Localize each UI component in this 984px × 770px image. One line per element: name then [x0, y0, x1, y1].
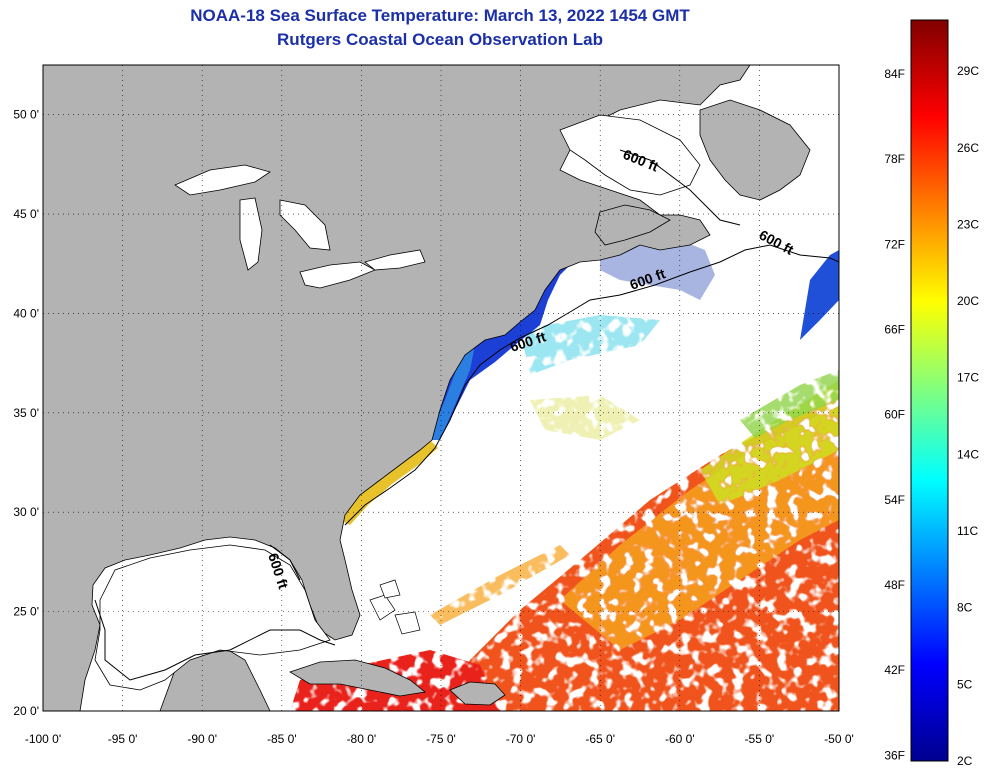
latitude-tick-label: 40 0'	[13, 306, 39, 320]
latitude-tick-label: 50 0'	[13, 108, 39, 122]
latitude-tick-label: 20 0'	[13, 704, 39, 718]
latitude-tick-label: 25 0'	[13, 605, 39, 619]
longitude-tick-label: -70 0'	[506, 732, 536, 746]
land-nova-scotia	[594, 204, 671, 246]
fahrenheit-label: 54F	[884, 493, 905, 507]
celsius-label: 11C	[957, 524, 978, 538]
fahrenheit-label: 84F	[884, 67, 905, 81]
map-frame	[42, 64, 840, 712]
celsius-label: 5C	[957, 677, 973, 691]
map-title: NOAA-18 Sea Surface Temperature: March 1…	[190, 6, 690, 25]
latitude-tick-label: 35 0'	[13, 406, 39, 420]
fahrenheit-label: 78F	[884, 152, 905, 166]
longitude-tick-label: -90 0'	[187, 732, 217, 746]
longitude-tick-label: -80 0'	[347, 732, 377, 746]
great-lakes	[174, 164, 426, 289]
fahrenheit-label: 66F	[884, 322, 905, 336]
sst-midatlantic-cool	[428, 345, 475, 440]
sst-scattered-cyan	[520, 315, 660, 375]
latitude-tick-label: 30 0'	[13, 505, 39, 519]
longitude-tick-label: -85 0'	[267, 732, 297, 746]
sst-scattered-yellow	[530, 395, 640, 440]
celsius-label: 8C	[957, 601, 973, 615]
celsius-label: 14C	[957, 447, 979, 461]
bahamas-outlines	[369, 579, 421, 635]
celsius-labels: 29C 26C 23C 20C 17C 14C 11C 8C 5C 2C	[957, 64, 979, 768]
longitude-tick-label: -65 0'	[585, 732, 615, 746]
longitude-tick-label: -55 0'	[745, 732, 775, 746]
fahrenheit-label: 60F	[884, 408, 905, 422]
celsius-label: 23C	[957, 217, 979, 231]
longitude-tick-label: -95 0'	[108, 732, 138, 746]
longitude-tick-label: -60 0'	[665, 732, 695, 746]
fahrenheit-labels: 84F 78F 72F 66F 60F 54F 48F 42F 36F	[884, 67, 905, 762]
colorbar-gradient	[910, 19, 949, 762]
longitude-tick-label: -50 0'	[824, 732, 854, 746]
land-newfoundland	[699, 99, 811, 201]
map-subtitle: Rutgers Coastal Ocean Observation Lab	[277, 30, 603, 49]
land-hispaniola	[449, 681, 506, 706]
longitude-tick-label: -100 0'	[25, 732, 61, 746]
isobath-600ft	[94, 149, 839, 681]
gulf-of-mexico	[94, 544, 331, 691]
fahrenheit-label: 48F	[884, 578, 905, 592]
celsius-label: 2C	[957, 754, 973, 768]
celsius-label: 29C	[957, 64, 979, 78]
fahrenheit-label: 36F	[884, 748, 905, 762]
latitude-tick-label: 45 0'	[13, 207, 39, 221]
longitude-tick-labels: -100 0' -95 0' -90 0' -85 0' -80 0' -75 0' -70…	[25, 732, 854, 746]
sst-newfoundland-east-cold	[800, 250, 839, 340]
sst-sparse-streak	[430, 545, 570, 625]
latitude-tick-labels: 20 0' 25 0' 30 0' 35 0' 40 0' 45 0' 50 0'	[13, 108, 39, 718]
celsius-label: 20C	[957, 294, 979, 308]
gulf-of-st-lawrence	[559, 114, 701, 196]
land-cuba	[289, 659, 426, 697]
celsius-label: 17C	[957, 371, 979, 385]
sst-nova-scotia-cold	[600, 240, 715, 300]
land-north-america	[43, 65, 751, 711]
fahrenheit-label: 42F	[884, 663, 905, 677]
celsius-label: 26C	[957, 141, 979, 155]
longitude-tick-label: -75 0'	[426, 732, 456, 746]
sst-green-band	[740, 370, 839, 438]
sst-carolina-warm-strip	[340, 440, 438, 525]
fahrenheit-label: 72F	[884, 237, 905, 251]
